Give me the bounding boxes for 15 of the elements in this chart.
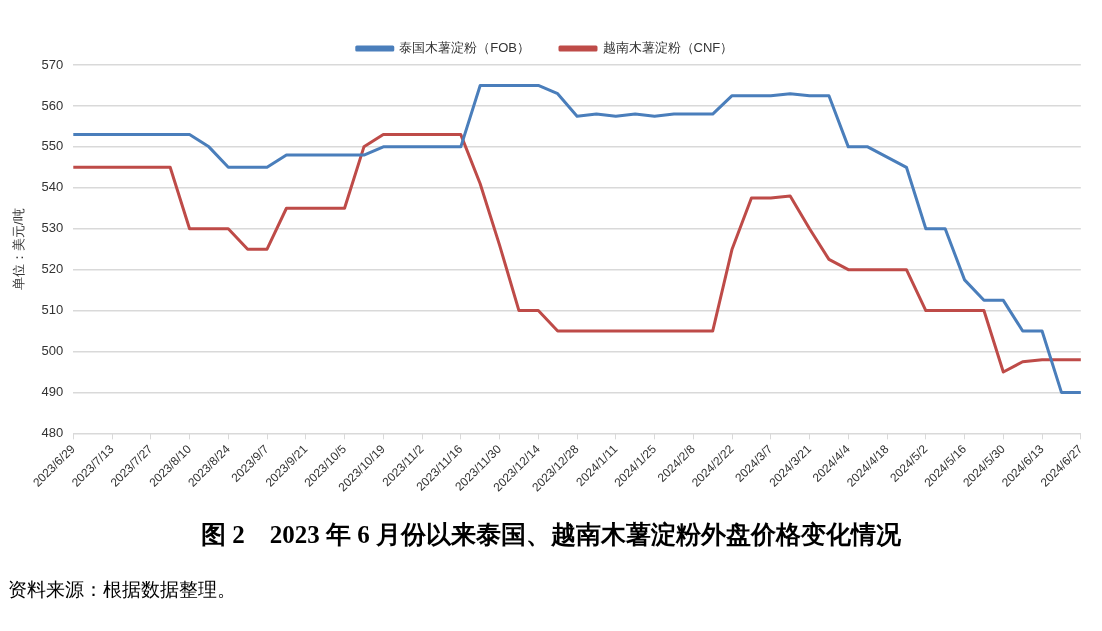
legend-label: 越南木薯淀粉（CNF） (602, 40, 734, 56)
y-tick-label: 520 (41, 261, 64, 277)
y-tick-label: 510 (41, 302, 64, 318)
y-tick-label: 530 (41, 220, 64, 236)
y-tick-label: 500 (41, 343, 64, 359)
y-tick-label: 560 (41, 97, 64, 113)
text: 图 2 2023 年 6 月份以来泰国、越南木薯淀粉外盘价格变化情况 (200, 520, 902, 550)
y-tick-label: 480 (41, 424, 64, 440)
text: 资料来源：根据数据整理。 (8, 578, 237, 602)
y-axis-title: 单位：美元/吨 (11, 208, 27, 290)
y-tick-label: 540 (41, 179, 64, 195)
y-tick-label: 570 (41, 56, 64, 72)
y-tick-label: 490 (41, 384, 64, 399)
y-tick-label: 550 (41, 138, 64, 154)
legend-label: 泰国木薯淀粉（FOB） (399, 40, 531, 56)
